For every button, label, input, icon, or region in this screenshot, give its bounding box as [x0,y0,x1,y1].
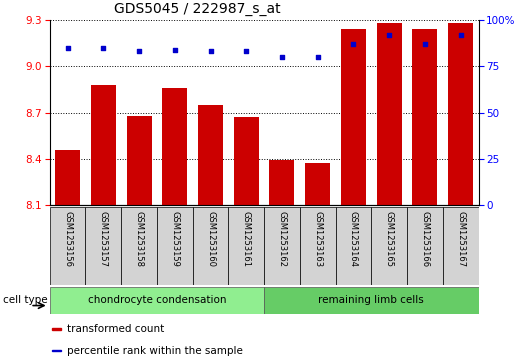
Point [385,32,393,38]
Bar [341,29,366,205]
Text: percentile rank within the sample: percentile rank within the sample [67,346,243,356]
Bar [269,160,294,205]
Point [135,49,143,54]
Bar [198,105,223,205]
Bar [85,207,121,285]
Text: GSM1253158: GSM1253158 [134,211,143,267]
Text: GSM1253159: GSM1253159 [170,211,179,267]
Bar [377,23,402,205]
Point [206,49,214,54]
Text: GSM1253163: GSM1253163 [313,211,322,267]
Text: GSM1253161: GSM1253161 [242,211,251,267]
Bar [121,207,157,285]
Bar [91,85,116,205]
Point [170,47,179,53]
Bar [162,88,187,205]
Bar [413,29,437,205]
Text: chondrocyte condensation: chondrocyte condensation [88,295,226,305]
Point [278,54,286,60]
Text: cell type: cell type [3,295,47,305]
Point [349,41,358,47]
Bar [50,207,85,285]
Bar [371,207,407,285]
Bar [50,287,264,314]
Text: GSM1253166: GSM1253166 [420,211,429,267]
Point [457,32,465,38]
Text: GSM1253157: GSM1253157 [99,211,108,267]
Bar [336,207,371,285]
Bar [305,163,330,205]
Bar [52,350,61,351]
Text: GSM1253160: GSM1253160 [206,211,215,267]
Bar [127,115,152,205]
Bar [52,328,61,330]
Point [313,54,322,60]
Bar [229,207,264,285]
Point [242,49,251,54]
Text: GDS5045 / 222987_s_at: GDS5045 / 222987_s_at [114,2,281,16]
Text: remaining limb cells: remaining limb cells [319,295,424,305]
Point [63,45,72,50]
Point [420,41,429,47]
Text: GSM1253164: GSM1253164 [349,211,358,267]
Bar [443,207,479,285]
Bar [55,150,80,205]
Text: GSM1253162: GSM1253162 [278,211,287,267]
Point [99,45,108,50]
Bar [448,23,473,205]
Text: GSM1253156: GSM1253156 [63,211,72,267]
Bar [407,207,443,285]
Bar [157,207,192,285]
Text: GSM1253165: GSM1253165 [385,211,394,267]
Bar [264,287,479,314]
Bar [192,207,229,285]
Text: GSM1253167: GSM1253167 [456,211,465,267]
Bar [300,207,336,285]
Text: transformed count: transformed count [67,324,164,334]
Bar [234,117,259,205]
Bar [264,207,300,285]
